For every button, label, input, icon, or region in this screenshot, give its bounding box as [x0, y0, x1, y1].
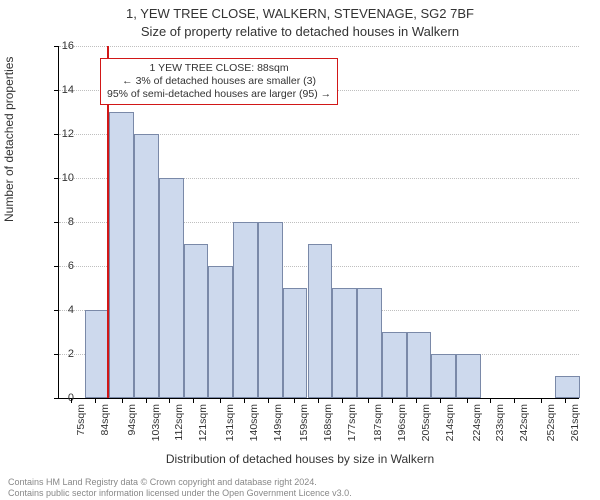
x-tick-label: 103sqm	[150, 404, 162, 464]
x-tick-label: 84sqm	[99, 404, 111, 464]
x-tick-label: 196sqm	[396, 404, 408, 464]
x-tick-label: 149sqm	[272, 404, 284, 464]
x-tick-label: 75sqm	[75, 404, 87, 464]
x-tick-label: 112sqm	[173, 404, 185, 464]
histogram-bar	[283, 288, 308, 398]
histogram-bar	[109, 112, 134, 398]
footer-attribution: Contains HM Land Registry data © Crown c…	[8, 477, 352, 498]
x-tick-mark	[490, 398, 491, 403]
x-tick-mark	[268, 398, 269, 403]
x-tick-label: 131sqm	[224, 404, 236, 464]
x-tick-mark	[467, 398, 468, 403]
y-tick-label: 14	[44, 84, 74, 96]
x-tick-mark	[342, 398, 343, 403]
x-tick-mark	[440, 398, 441, 403]
x-tick-mark	[541, 398, 542, 403]
x-tick-label: 187sqm	[372, 404, 384, 464]
histogram-bar	[85, 310, 110, 398]
annotation-line: 1 YEW TREE CLOSE: 88sqm	[107, 62, 331, 75]
y-tick-label: 2	[44, 348, 74, 360]
x-tick-label: 224sqm	[471, 404, 483, 464]
histogram-bar	[407, 332, 432, 398]
footer-line: Contains public sector information licen…	[8, 488, 352, 498]
x-tick-label: 242sqm	[518, 404, 530, 464]
histogram-bar	[332, 288, 357, 398]
x-tick-mark	[244, 398, 245, 403]
x-tick-label: 177sqm	[346, 404, 358, 464]
histogram-bar	[258, 222, 283, 398]
x-tick-label: 121sqm	[197, 404, 209, 464]
histogram-bar	[555, 376, 580, 398]
x-tick-label: 233sqm	[494, 404, 506, 464]
x-tick-mark	[416, 398, 417, 403]
x-tick-mark	[565, 398, 566, 403]
histogram-bar	[382, 332, 407, 398]
footer-line: Contains HM Land Registry data © Crown c…	[8, 477, 352, 487]
histogram-bar	[357, 288, 382, 398]
x-tick-mark	[193, 398, 194, 403]
x-tick-mark	[169, 398, 170, 403]
chart-container: 1, YEW TREE CLOSE, WALKERN, STEVENAGE, S…	[0, 0, 600, 500]
x-tick-mark	[368, 398, 369, 403]
x-tick-mark	[318, 398, 319, 403]
histogram-bar	[308, 244, 333, 398]
grid-line	[59, 46, 579, 47]
y-axis-label: Number of detached properties	[2, 57, 16, 222]
chart-title: 1, YEW TREE CLOSE, WALKERN, STEVENAGE, S…	[0, 6, 600, 21]
x-tick-label: 205sqm	[420, 404, 432, 464]
x-tick-mark	[122, 398, 123, 403]
y-tick-label: 6	[44, 260, 74, 272]
annotation-line: ← 3% of detached houses are smaller (3)	[107, 75, 331, 88]
y-tick-label: 8	[44, 216, 74, 228]
x-tick-label: 252sqm	[545, 404, 557, 464]
histogram-bar	[208, 266, 233, 398]
x-tick-mark	[71, 398, 72, 403]
x-tick-mark	[294, 398, 295, 403]
x-tick-label: 261sqm	[569, 404, 581, 464]
annotation-line: 95% of semi-detached houses are larger (…	[107, 88, 331, 101]
y-tick-label: 16	[44, 40, 74, 52]
y-tick-label: 12	[44, 128, 74, 140]
chart-subtitle: Size of property relative to detached ho…	[0, 24, 600, 39]
x-tick-mark	[392, 398, 393, 403]
annotation-box: 1 YEW TREE CLOSE: 88sqm ← 3% of detached…	[100, 58, 338, 105]
histogram-bar	[233, 222, 258, 398]
y-tick-label: 0	[44, 392, 74, 404]
x-tick-mark	[146, 398, 147, 403]
histogram-bar	[456, 354, 481, 398]
histogram-bar	[159, 178, 184, 398]
x-tick-mark	[95, 398, 96, 403]
x-tick-label: 214sqm	[444, 404, 456, 464]
y-tick-label: 4	[44, 304, 74, 316]
x-tick-mark	[220, 398, 221, 403]
y-tick-label: 10	[44, 172, 74, 184]
histogram-bar	[184, 244, 209, 398]
x-tick-mark	[514, 398, 515, 403]
x-tick-label: 168sqm	[322, 404, 334, 464]
histogram-bar	[134, 134, 159, 398]
x-tick-label: 140sqm	[248, 404, 260, 464]
x-tick-label: 159sqm	[298, 404, 310, 464]
histogram-bar	[431, 354, 456, 398]
x-tick-label: 94sqm	[126, 404, 138, 464]
